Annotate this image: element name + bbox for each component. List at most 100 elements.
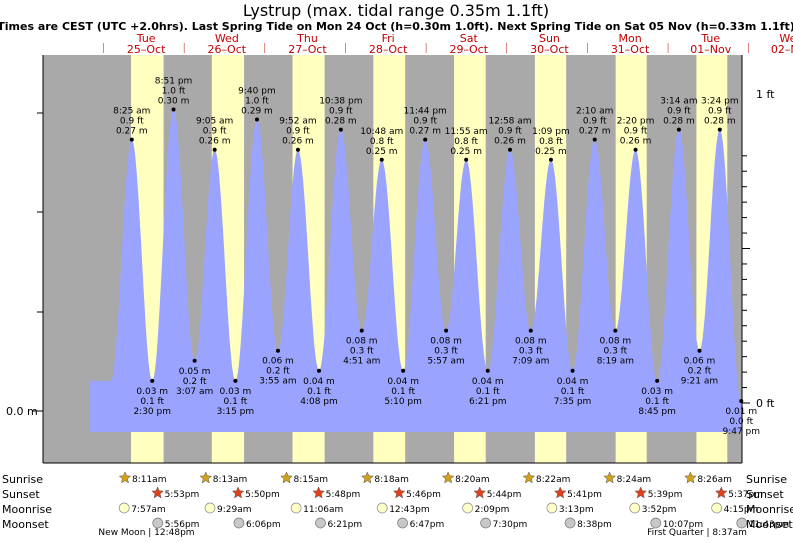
day-of-week-label: Sun [539,32,560,45]
tide-time-label: 11:44 pm [404,107,447,117]
sunset-icon [634,486,648,499]
moonrise-time: 2:09pm [475,505,510,515]
right-axis-label: 1 ft [756,88,775,101]
tide-time-label: 9:05 am [196,117,233,127]
tide-point [295,147,300,152]
tide-height-ft-label: 0.9 ft [708,107,732,117]
tide-height-ft-label: 0.1 ft [224,397,248,407]
tide-height-m-label: 0.27 m [579,127,611,137]
tide-height-m-label: 0.29 m [241,107,273,117]
sunrise-time: 8:22am [536,475,571,485]
tide-height-ft-label: 1.0 ft [245,97,269,107]
tide-point [359,328,364,333]
moon-phase-label: First Quarter | 8:37am [647,528,747,538]
tide-point [233,378,238,383]
tide-height-m-label: 0.08 m [346,337,378,347]
moonset-time: 6:47pm [410,520,445,530]
tide-height-m-label: 0.04 m [557,377,589,387]
tide-point [129,137,134,142]
moonset-icon [736,517,748,529]
date-label: 02–Nov [771,43,793,56]
tide-height-m-label: 0.25 m [535,147,567,157]
tide-time-label: 3:07 am [176,387,213,397]
sunrise-icon [684,471,697,484]
tide-height-ft-label: 0.1 ft [645,397,669,407]
tide-point [212,147,217,152]
tide-height-m-label: 0.26 m [282,137,314,147]
tide-point [613,328,618,333]
sunrise-time: 8:11am [132,475,167,485]
tide-point [676,127,681,132]
sunrise-icon [522,471,536,484]
sunrise-icon [280,471,293,484]
moonrise-icon [376,502,388,514]
sunrise-icon [118,471,132,484]
tide-time-label: 12:58 am [488,117,531,127]
date-label: 30–Oct [530,43,569,56]
moonrise-time: 7:57am [131,505,166,515]
moonrise-time: 12:43pm [389,505,429,515]
tide-height-ft-label: 0.2 ft [183,377,207,387]
tide-time-label: 8:19 am [597,357,634,367]
tide-time-label: 10:38 pm [319,97,362,107]
tide-time-label: 3:15 pm [217,407,255,417]
tide-height-m-label: 0.08 m [600,337,632,347]
tide-height-ft-label: 0.8 ft [539,137,563,147]
sunset-icon [312,486,325,499]
sunrise-time: 8:15am [294,475,329,485]
tide-point [150,378,155,383]
tide-height-ft-label: 0.9 ft [624,127,648,137]
tide-height-m-label: 0.26 m [494,137,526,147]
tide-height-ft-label: 0.9 ft [286,127,310,137]
sunrise-icon [360,471,374,484]
tide-height-m-label: 0.04 m [303,377,335,387]
tide-time-label: 5:57 am [427,357,464,367]
date-label: 01–Nov [690,43,731,56]
moonrise-time: 3:13pm [559,505,594,515]
moonset-icon [397,517,408,529]
tide-height-ft-label: 0.1 ft [476,387,500,397]
sunset-icon [553,486,567,499]
sunrise-time: 8:13am [213,475,248,485]
moonrise-icon [711,502,723,514]
tide-time-label: 4:51 am [343,357,380,367]
sunset-time: 5:48pm [326,490,361,500]
tide-height-ft-label: 0.0 ft [729,417,753,427]
moonrise-icon [462,502,474,514]
sunrise-icon [441,471,455,484]
day-of-week-label: Tue [700,32,720,45]
tide-point [570,368,575,373]
sunset-time: 5:37pm [728,490,763,500]
tide-point [444,328,449,333]
tide-height-m-label: 0.06 m [262,357,294,367]
tide-time-label: 2:30 pm [133,407,171,417]
tide-point [508,147,513,152]
tide-time-label: 3:55 am [259,377,296,387]
tide-time-label: 5:10 pm [384,397,422,407]
moonset-icon [152,517,164,529]
tide-height-ft-label: 0.9 ft [498,127,522,137]
tide-height-ft-label: 1.0 ft [162,87,186,97]
tide-point [338,127,343,132]
day-of-week-label: Sat [460,32,479,45]
tide-point [171,107,176,112]
tide-point [655,378,660,383]
axes: 1 ft 0 ft [32,55,775,464]
tide-height-m-label: 0.28 m [663,117,695,127]
tide-time-label: 2:20 pm [617,117,655,127]
astro-row-label-left: Sunset [2,488,40,501]
tide-height-ft-label: 0.9 ft [667,107,691,117]
sunrise-time: 8:26am [697,475,732,485]
moonset-time: 6:21pm [327,520,362,530]
tide-height-ft-label: 0.3 ft [604,347,628,357]
tide-time-label: 3:14 am [660,97,697,107]
tide-time-label: 8:51 pm [155,77,193,87]
tide-height-ft-label: 0.8 ft [454,137,478,147]
tide-height-ft-label: 0.9 ft [120,117,144,127]
moonrise-time: 4:15pm [724,505,759,515]
moonset-time: 7:30pm [493,520,528,530]
date-label: 31–Oct [611,43,650,56]
tide-point [401,368,406,373]
astro-row-label-left: Moonset [2,518,49,531]
